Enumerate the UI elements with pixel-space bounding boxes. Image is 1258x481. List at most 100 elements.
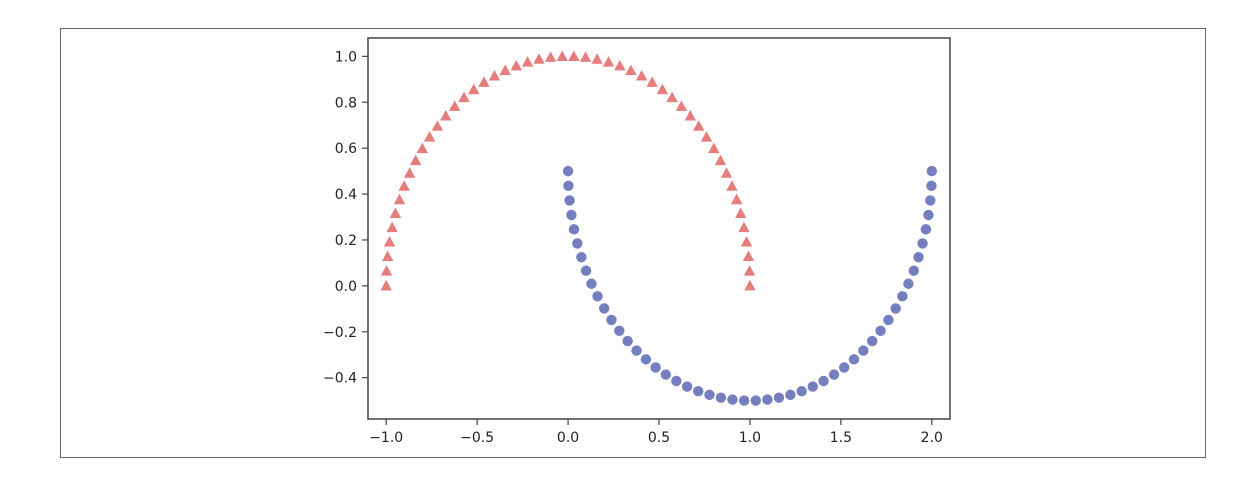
circle-point <box>622 335 633 347</box>
circle-point <box>660 369 672 380</box>
triangle-point <box>398 180 410 191</box>
triangle-point <box>393 193 406 205</box>
y-tick-label: −0.2 <box>323 325 357 341</box>
triangle-point <box>646 76 658 87</box>
y-tick-label: 0.2 <box>335 233 357 249</box>
circle-point <box>650 362 661 373</box>
circle-point <box>586 278 597 289</box>
triangle-point <box>380 265 393 276</box>
circle-point <box>592 291 603 302</box>
circle-point <box>925 195 936 206</box>
triangle-point <box>423 131 436 142</box>
circle-point <box>563 180 574 192</box>
circle-point <box>818 375 829 387</box>
triangle-point <box>488 70 501 81</box>
circle-point <box>566 209 577 221</box>
circle-point <box>913 252 924 263</box>
triangle-point <box>742 250 755 262</box>
circle-point <box>576 252 587 263</box>
triangle-point <box>700 131 713 142</box>
circle-point <box>762 394 773 405</box>
x-tick-label: 1.5 <box>830 430 852 446</box>
triangle-point <box>521 56 534 67</box>
circle-point <box>807 381 818 392</box>
triangle-point <box>556 50 568 61</box>
circle-point <box>572 238 583 249</box>
y-tick-label: 0.0 <box>335 279 357 295</box>
triangle-point <box>409 154 422 166</box>
triangle-point <box>510 59 523 71</box>
circle-point <box>890 303 901 314</box>
triangle-point <box>591 53 603 64</box>
circle-point <box>920 224 932 235</box>
x-tick-label: −0.5 <box>460 430 494 446</box>
triangle-series <box>380 50 756 291</box>
triangle-point <box>693 120 705 131</box>
triangle-point <box>720 167 733 178</box>
x-tick-label: 1.0 <box>739 430 761 446</box>
circle-point <box>867 335 878 347</box>
triangle-point <box>440 109 452 121</box>
circle-point <box>875 325 886 336</box>
figure-frame <box>60 28 1206 458</box>
circle-point <box>681 381 693 392</box>
circle-point <box>796 385 807 397</box>
triangle-point <box>740 236 753 247</box>
circle-point <box>908 265 920 276</box>
triangle-point <box>625 64 637 75</box>
x-tick-label: −1.0 <box>369 430 403 446</box>
circle-point <box>773 392 785 403</box>
circle-point <box>692 385 704 397</box>
triangle-point <box>708 142 720 154</box>
y-tick-label: 1.0 <box>335 49 357 65</box>
triangle-point <box>738 221 750 233</box>
triangle-point <box>386 221 398 233</box>
x-tick-label: 0.0 <box>557 430 579 446</box>
circle-point <box>631 345 642 356</box>
triangle-point <box>743 265 756 276</box>
triangle-point <box>656 83 669 95</box>
triangle-point <box>714 154 727 166</box>
triangle-point <box>458 91 470 103</box>
triangle-point <box>675 100 688 111</box>
triangle-point <box>730 193 743 205</box>
circle-point <box>738 395 750 406</box>
triangle-point <box>383 236 396 247</box>
triangle-point <box>403 167 416 178</box>
circle-point <box>671 375 682 387</box>
circle-point <box>564 195 575 206</box>
triangle-point <box>666 91 678 103</box>
circle-point <box>704 389 715 401</box>
triangle-point <box>416 142 429 154</box>
triangle-point <box>478 76 490 87</box>
triangle-point <box>468 83 480 95</box>
y-tick-label: −0.4 <box>323 371 357 387</box>
circle-point <box>598 303 610 314</box>
y-tick-label: 0.8 <box>335 95 357 111</box>
plot-area-border <box>367 37 951 420</box>
triangle-point <box>734 207 747 219</box>
circle-point <box>580 265 592 276</box>
triangle-point <box>744 279 756 291</box>
triangle-point <box>380 279 392 291</box>
x-tick-label: 0.5 <box>648 430 670 446</box>
triangle-point <box>684 109 697 121</box>
circle-point <box>883 314 894 326</box>
circle-point <box>926 180 937 192</box>
circle-point <box>750 395 761 406</box>
triangle-point <box>579 51 592 62</box>
triangle-point <box>448 100 461 111</box>
circle-point <box>727 394 738 405</box>
triangle-point <box>533 53 545 64</box>
circle-point <box>923 209 934 221</box>
y-tick-label: 0.6 <box>335 141 357 157</box>
circle-point <box>828 369 840 380</box>
triangle-point <box>389 207 402 219</box>
triangle-point <box>544 51 557 62</box>
triangle-point <box>499 64 511 75</box>
axes: −1.0 −0.5 0.0 0.5 1.0 1.5 2.0 1.0 0.8 0.6 0.4 0.2 0.… <box>323 37 951 446</box>
circle-point <box>785 389 796 401</box>
circle-point <box>848 354 860 365</box>
circle-point <box>926 165 938 177</box>
